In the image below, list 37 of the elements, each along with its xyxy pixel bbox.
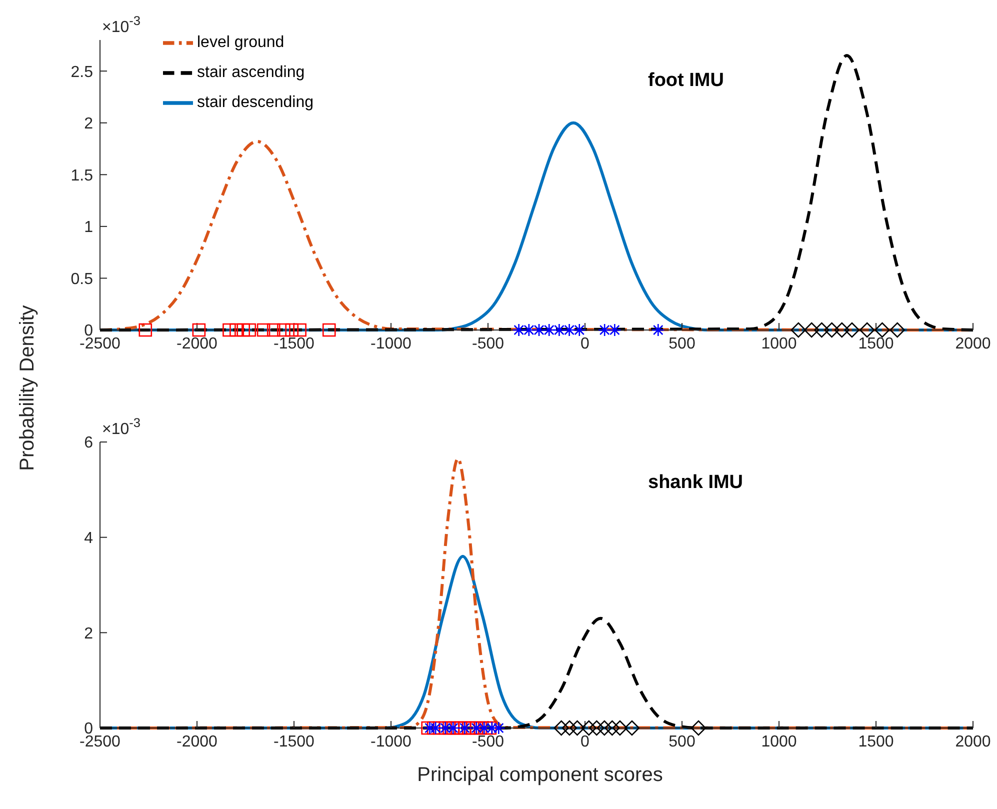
x-axis-title: Principal component scores xyxy=(417,764,663,787)
x-tick-label: 500 xyxy=(668,733,696,750)
x-tick-label: 0 xyxy=(580,733,590,750)
text: ×10$^{-3}$ xyxy=(102,12,141,36)
x-tick-label: -2000 xyxy=(176,733,218,750)
x-tick-label: 2000 xyxy=(955,335,991,352)
y-tick-label: 2 xyxy=(84,116,94,133)
legend-label: stair descending xyxy=(197,94,314,112)
x-tick-label: -1000 xyxy=(370,335,412,352)
x-tick-label: 0 xyxy=(580,335,590,352)
x-tick-label: -1500 xyxy=(274,335,315,352)
x-tick-label: -1500 xyxy=(274,733,315,750)
y-tick-label: 1 xyxy=(84,219,94,236)
x-tick-label: -500 xyxy=(472,733,504,750)
x-tick-label: -2000 xyxy=(176,335,218,352)
y-tick-label: 4 xyxy=(84,530,94,548)
x-tick-label: 1500 xyxy=(858,335,894,352)
y-tick-label: 6 xyxy=(84,434,94,452)
y-tick-label: 2.5 xyxy=(70,64,94,81)
text: shank IMU xyxy=(648,472,744,494)
x-tick-label: -1000 xyxy=(370,733,412,750)
x-tick-label: -2500 xyxy=(80,733,121,750)
x-tick-label: -500 xyxy=(472,335,504,352)
y-axis-title: Probability Density xyxy=(16,305,40,471)
x-tick-label: 500 xyxy=(668,335,696,352)
x-tick-label: 1000 xyxy=(761,335,797,352)
legend-label: level ground xyxy=(197,34,284,52)
y-tick-label: 0.5 xyxy=(70,270,94,288)
y-tick-label: 1.5 xyxy=(70,167,94,184)
x-tick-label: 1000 xyxy=(761,733,797,750)
text: foot IMU xyxy=(648,70,724,92)
legend-label: stair ascending xyxy=(197,64,305,82)
x-tick-label: 1500 xyxy=(858,733,894,750)
x-tick-label: 2000 xyxy=(955,733,991,750)
text: ×10$^{-3}$ xyxy=(102,414,141,438)
x-tick-label: -2500 xyxy=(80,335,121,352)
y-tick-label: 2 xyxy=(84,625,94,642)
